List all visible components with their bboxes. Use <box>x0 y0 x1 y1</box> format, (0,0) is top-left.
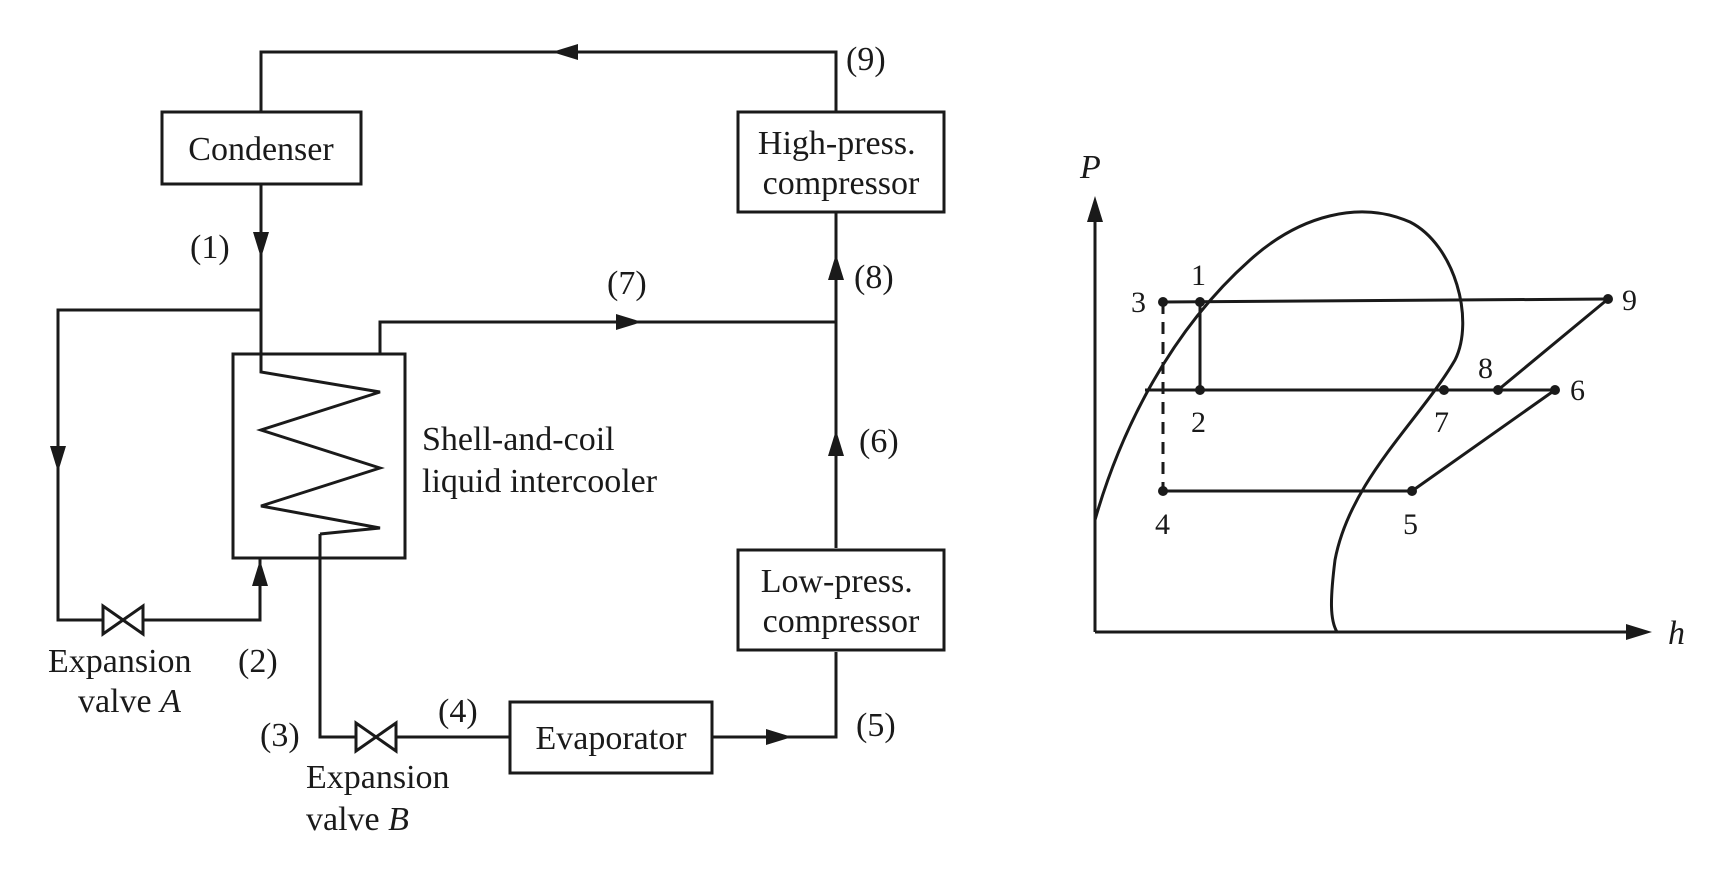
flow-arrow-1 <box>253 232 269 258</box>
line-3-9 <box>1162 297 1609 304</box>
p-axis-label: P <box>1079 149 1101 186</box>
state-label-2: (2) <box>238 643 278 680</box>
state-label-8: (8) <box>854 259 894 296</box>
schematic: Condenser High-press. compressor Low-pre… <box>48 41 946 838</box>
ph-label-8: 8 <box>1478 352 1493 385</box>
ph-point-2 <box>1195 385 1205 395</box>
ph-point-6 <box>1550 385 1560 395</box>
state-label-1: (1) <box>190 229 230 266</box>
ph-point-5 <box>1407 486 1417 496</box>
ph-label-1: 1 <box>1191 259 1206 292</box>
p-axis-arrowhead <box>1087 196 1103 222</box>
flow-arrow-top <box>552 44 578 60</box>
ph-label-5: 5 <box>1403 508 1418 541</box>
expansion-valve-a-label: Expansion valve A <box>48 643 200 720</box>
hp-compressor-label: High-press. compressor <box>758 125 924 202</box>
evaporator-box <box>508 700 714 775</box>
h-axis-label: h <box>1668 615 1685 652</box>
ph-label-3: 3 <box>1131 286 1146 319</box>
state-label-7: (7) <box>607 265 647 302</box>
intercooler-label: Shell-and-coil liquid intercooler <box>422 421 658 500</box>
state-label-9: (9) <box>846 41 886 78</box>
ph-diagram: P h 1 2 3 4 5 6 7 8 9 <box>1079 149 1685 652</box>
ph-label-7: 7 <box>1434 406 1449 439</box>
pipe-coil-out-to-valve-b <box>318 534 356 739</box>
flow-arrow-5 <box>766 729 792 745</box>
pipe-valve-a-to-intercooler <box>143 557 262 622</box>
condenser-label: Condenser <box>188 131 334 168</box>
ph-point-8 <box>1493 385 1503 395</box>
h-axis-arrowhead <box>1626 624 1652 640</box>
ph-point-7 <box>1439 385 1449 395</box>
ph-label-9: 9 <box>1622 284 1637 317</box>
pipe-hp-to-condenser <box>259 50 838 112</box>
intercooler-shell <box>231 352 407 560</box>
ph-point-9 <box>1603 294 1613 304</box>
flow-arrow-2 <box>252 560 268 586</box>
saturation-dome <box>1093 210 1465 633</box>
pipe-intercooler-vapor-out <box>378 320 836 354</box>
expansion-valve-a-icon <box>101 603 145 637</box>
ph-label-6: 6 <box>1570 374 1585 407</box>
pipe-evaporator-to-lp <box>712 652 838 739</box>
flow-arrow-8 <box>828 254 844 280</box>
state-label-3: (3) <box>260 717 300 754</box>
ph-point-1 <box>1195 297 1205 307</box>
line-5-6 <box>1411 388 1556 493</box>
expansion-valve-b-label: Expansion valve B <box>306 759 458 838</box>
lp-compressor-label: Low-press. compressor <box>761 563 922 640</box>
ph-point-4 <box>1158 486 1168 496</box>
pipe-branch-to-valve-a <box>56 308 261 622</box>
line-8-9 <box>1497 297 1609 392</box>
lp-compressor-box <box>736 548 946 652</box>
state-label-5: (5) <box>856 707 896 744</box>
state-label-6: (6) <box>859 423 899 460</box>
intercooler-coil <box>256 354 385 536</box>
flow-arrow-6 <box>828 430 844 456</box>
ph-label-2: 2 <box>1191 406 1206 439</box>
flow-arrow-7 <box>616 314 642 330</box>
hp-compressor-box <box>736 110 946 214</box>
condenser-box <box>160 110 363 186</box>
ph-point-3 <box>1158 297 1168 307</box>
state-label-4: (4) <box>438 693 478 730</box>
expansion-valve-b-icon <box>354 720 398 754</box>
flow-arrow-left-branch <box>50 446 66 472</box>
ph-label-4: 4 <box>1155 508 1170 541</box>
evaporator-label: Evaporator <box>535 720 687 757</box>
